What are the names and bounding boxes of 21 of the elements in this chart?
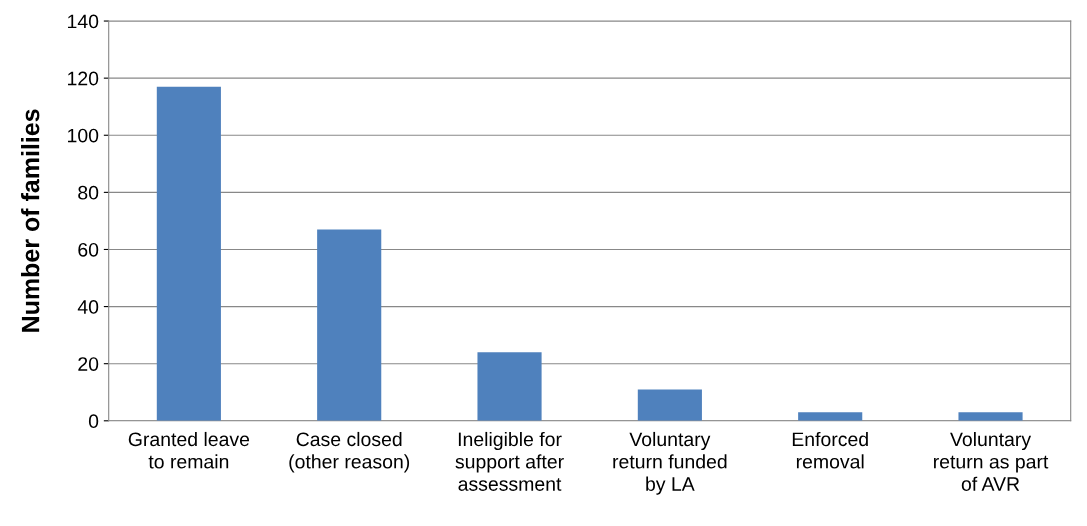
x-tick-label: Ineligible for support after assessment [455,431,564,491]
bar [637,389,702,421]
x-tick-label: Granted leave to remain [128,431,250,469]
y-tick-label: 100 [68,128,99,143]
bar [317,229,382,421]
y-tick-label: 60 [78,242,99,257]
y-axis-title: Number of families [21,109,40,332]
y-tick-label: 0 [88,414,99,429]
y-tick-label: 120 [68,71,99,86]
bar [156,86,221,421]
y-tick-label: 80 [78,185,99,200]
bar [798,412,863,421]
x-tick-label: Voluntary return as part of AVR [934,431,1049,491]
y-tick-label: 20 [78,357,99,371]
x-tick-label: Enforced removal [792,431,868,469]
bar [958,412,1023,421]
bar [477,352,542,421]
x-tick-label: Voluntary return funded by LA [613,431,727,495]
y-tick-label: 40 [77,300,99,314]
y-tick-label: 140 [68,14,99,29]
x-tick-label: Case closed (other reason) [289,431,410,473]
